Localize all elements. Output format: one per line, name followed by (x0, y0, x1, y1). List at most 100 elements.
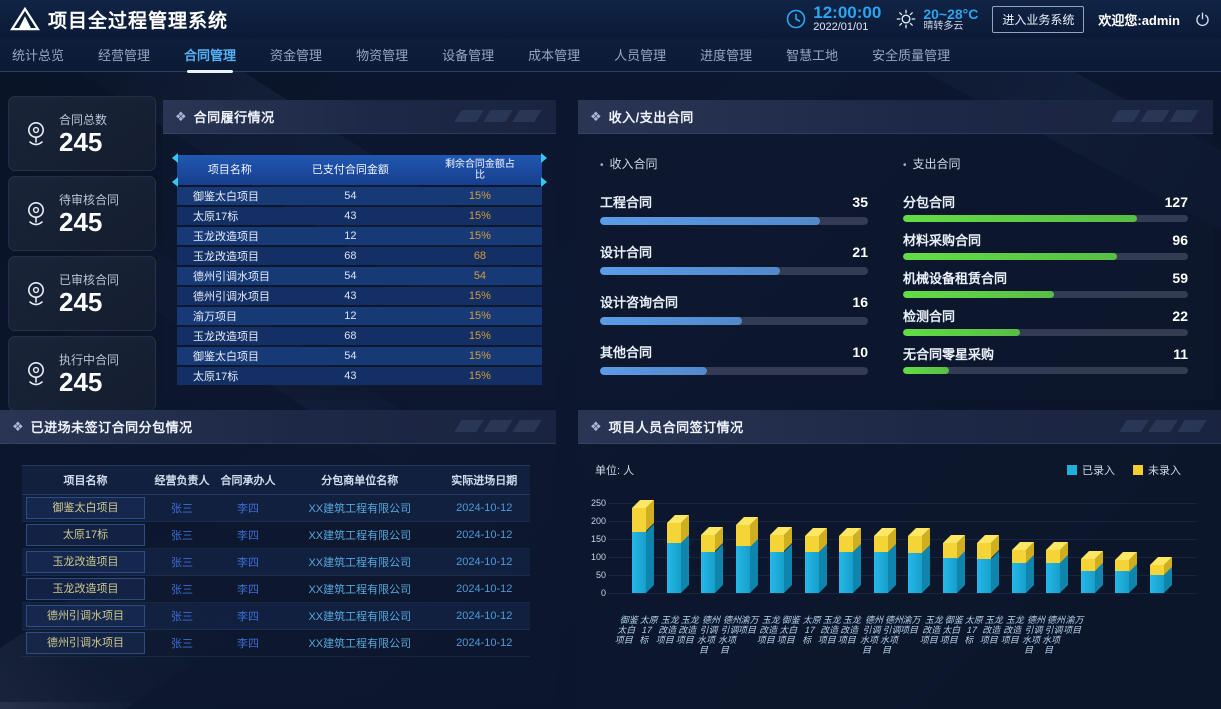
nav-tab-9[interactable]: 进度管理 (700, 48, 753, 63)
panel-title: 收入/支出合同 (608, 110, 694, 125)
nav-tab-7[interactable]: 成本管理 (528, 48, 581, 63)
sun-icon (896, 9, 916, 29)
panel-title-bar: ❖ 项目人员合同签订情况 (578, 410, 1221, 444)
y-axis-tick: 0 (600, 588, 606, 598)
agent-cell: 李四 (237, 557, 260, 569)
bar-face (942, 542, 957, 559)
bar-face (818, 544, 827, 593)
income-item: 工程合同 35 (600, 192, 868, 225)
manager-cell: 张三 (171, 638, 194, 650)
expense-item: 检测合同 22 (903, 306, 1188, 336)
chart-legend: 已录入 未录入 (1067, 462, 1181, 478)
performance-row: 太原17标 43 15% (177, 207, 542, 225)
expense-name: 分包合同 (903, 195, 956, 210)
stat-card-text: 执行中合同 245 (59, 351, 119, 396)
expense-bar-track (903, 291, 1188, 298)
diamond-icon: ❖ (590, 108, 602, 124)
nav-tab-6[interactable]: 设备管理 (442, 48, 495, 63)
y-axis-tick: 150 (590, 534, 606, 544)
bar-face (1080, 570, 1095, 593)
column-header: 经营负责人 (154, 475, 210, 487)
expense-bar-fill (903, 253, 1117, 260)
expense-item: 机械设备租赁合同 59 (903, 268, 1188, 298)
nav-tab-2[interactable]: 经营管理 (98, 48, 151, 63)
remaining-pct-cell: 15% (468, 190, 491, 202)
nav-tab-10[interactable]: 智慧工地 (786, 48, 839, 63)
bar-10 (942, 534, 965, 593)
legend-item[interactable]: 未录入 (1133, 462, 1181, 478)
paid-amount-cell: 43 (344, 210, 357, 222)
stat-card-value: 245 (59, 367, 103, 397)
panel-subcontract: ❖ 已进场未签订合同分包情况 项目名称 经营负责人 合同承办人 分包商单位名称 实际进场… (0, 410, 556, 702)
nav-tab-5[interactable]: 物资管理 (356, 48, 409, 63)
time-value: 12:00:00 (813, 3, 882, 22)
enter-business-system-button[interactable]: 进入业务系统 (992, 5, 1085, 33)
expense-name: 无合同零星采购 (903, 347, 995, 362)
bar-face (784, 543, 792, 593)
company-cell: XX建筑工程有限公司 (308, 584, 412, 596)
clock-group: 12:00:00 2022/01/01 (785, 3, 882, 33)
project-name-cell: 太原17标 (26, 524, 145, 546)
income-name: 设计咨询合同 (600, 295, 679, 310)
income-item-head: 其他合同 10 (600, 342, 868, 361)
stat-card-text: 待审核合同 245 (59, 191, 119, 236)
bar-face (749, 538, 758, 593)
bar-face (942, 558, 957, 593)
panel-contract-performance: ❖ 合同履行情况 项目名称 已支付合同金额 剩余合同金额占比 御鉴太白项目 54 1… (163, 100, 556, 400)
stat-card-2[interactable]: 待审核合同 245 (8, 176, 156, 251)
legend-swatch (1133, 465, 1143, 475)
grid-line (608, 503, 1197, 504)
column-header: 已支付合同金额 (311, 163, 389, 176)
x-axis-label: 渝万 项目 (1062, 615, 1086, 635)
welcome-user-label: 欢迎您:admin (1098, 12, 1180, 28)
bar-5 (770, 527, 792, 593)
legend-item[interactable]: 已录入 (1067, 462, 1115, 478)
app-header: 项目全过程管理系统 12:00:00 2022/01/01 (0, 0, 1221, 38)
panel-title: 已进场未签订合同分包情况 (30, 420, 193, 435)
legend-label: 未录入 (1148, 465, 1181, 477)
agent-cell: 李四 (237, 584, 260, 596)
clock-icon (786, 9, 806, 29)
income-section-label: 收入合同 (600, 155, 868, 172)
y-axis-tick: 200 (590, 516, 606, 526)
income-bar-track (600, 317, 868, 325)
expense-section-label: 支出合同 (903, 155, 1188, 172)
bar-face (632, 508, 646, 532)
grid-line (608, 575, 1197, 576)
nav-tab-8[interactable]: 人员管理 (614, 48, 667, 63)
stat-card-1[interactable]: 合同总数 245 (8, 96, 156, 171)
income-item-head: 设计咨询合同 16 (600, 292, 868, 311)
nav-tab-11[interactable]: 安全质量管理 (872, 48, 951, 63)
performance-row: 御鉴太白项目 54 15% (177, 347, 542, 365)
bar-face (1011, 550, 1026, 564)
panel-title-bar: ❖ 已进场未签订合同分包情况 (0, 410, 556, 444)
performance-row: 玉龙改造项目 68 68 (177, 247, 542, 265)
company-cell: XX建筑工程有限公司 (308, 638, 412, 650)
bar-face (873, 552, 888, 593)
paid-amount-cell: 54 (344, 350, 357, 362)
bar-face (977, 558, 991, 593)
project-name-cell: 玉龙改造项目 (26, 578, 145, 600)
bar-9 (908, 528, 930, 593)
expense-bar-fill (903, 329, 1020, 336)
performance-row: 太原17标 43 15% (177, 367, 542, 385)
project-name-cell: 太原17标 (193, 371, 239, 383)
power-icon[interactable] (1194, 11, 1211, 28)
nav-tab-3[interactable]: 合同管理 (182, 37, 238, 72)
bar-face (908, 536, 922, 553)
remaining-pct-cell: 68 (473, 250, 487, 262)
bar-face (853, 544, 861, 593)
panel-title: 项目人员合同签订情况 (608, 420, 744, 435)
income-bar-fill (600, 317, 743, 325)
project-name-cell: 御鉴太白项目 (193, 191, 259, 203)
nav-tab-4[interactable]: 资金管理 (270, 48, 323, 63)
panel-personnel-chart: ❖ 项目人员合同签订情况 单位: 人 已录入 未录入 0 50 100 150 200 25… (578, 410, 1221, 709)
nav-tab-1[interactable]: 统计总览 (12, 48, 65, 63)
expense-value: 11 (1173, 346, 1188, 362)
bar-face (1149, 574, 1164, 593)
expense-bar-fill (903, 215, 1137, 222)
stat-card-3[interactable]: 已审核合同 245 (8, 256, 156, 331)
stat-card-4[interactable]: 执行中合同 245 (8, 336, 156, 411)
expense-name: 材料采购合同 (903, 233, 982, 248)
bar-12 (1011, 542, 1034, 593)
